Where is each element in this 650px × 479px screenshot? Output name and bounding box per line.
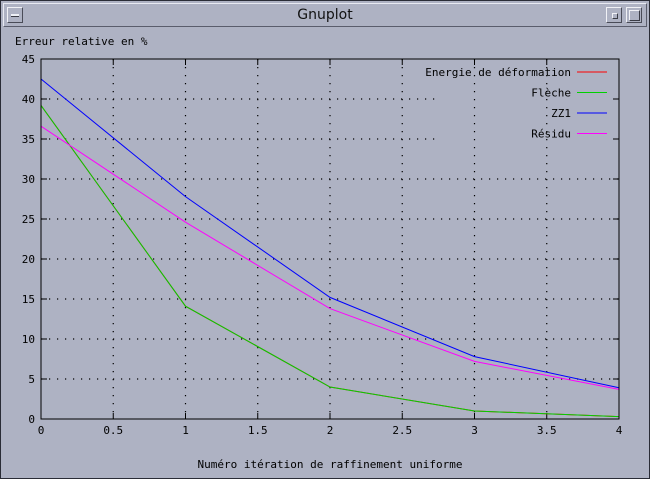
series-line-0: [40, 105, 620, 418]
window-menu-icon: [11, 14, 19, 17]
x-tick-label: 2.5: [392, 424, 412, 437]
minimize-button[interactable]: [606, 7, 622, 23]
minimize-icon: [612, 13, 618, 19]
x-axis-label: Numéro itération de raffinement uniforme: [198, 458, 463, 471]
window-title: Gnuplot: [297, 7, 353, 23]
legend-label: Résidu: [531, 128, 571, 141]
x-tick-label: 1.5: [248, 424, 268, 437]
maximize-button[interactable]: [626, 7, 642, 23]
series-line-1: [40, 105, 620, 418]
grid: [41, 59, 619, 419]
x-tick-label: 4: [616, 424, 623, 437]
y-tick-label: 10: [22, 333, 35, 346]
y-tick-label: 5: [28, 373, 35, 386]
x-tick-label: 3.5: [537, 424, 557, 437]
y-tick-label: 15: [22, 293, 35, 306]
title-bar[interactable]: Gnuplot: [3, 3, 647, 27]
y-tick-label: 25: [22, 213, 35, 226]
x-tick-label: 3: [471, 424, 478, 437]
legend-label: ZZ1: [551, 107, 571, 120]
y-tick-label: 40: [22, 93, 35, 106]
y-tick-label: 45: [22, 53, 35, 66]
series-line-3: [40, 125, 620, 390]
plot-frame: [40, 58, 620, 420]
y-tick-label: 35: [22, 133, 35, 146]
y-tick-label: 20: [22, 253, 35, 266]
y-tick-label: 0: [28, 413, 35, 426]
window-menu-button[interactable]: [7, 7, 23, 23]
x-tick-label: 0.5: [103, 424, 123, 437]
legend-label: Flèche: [531, 87, 571, 100]
y-tick-label: 30: [22, 173, 35, 186]
legend: Energie de déformation Flèche ZZ1 Résidu: [425, 66, 607, 141]
x-tick-label: 1: [182, 424, 189, 437]
x-tick-label: 2: [327, 424, 334, 437]
series-lines: [40, 78, 620, 418]
y-axis-label: Erreur relative en %: [15, 35, 148, 48]
series-line-2: [40, 78, 620, 389]
x-tick-label: 0: [38, 424, 45, 437]
maximize-icon: [629, 10, 640, 21]
legend-label: Energie de déformation: [425, 66, 571, 79]
